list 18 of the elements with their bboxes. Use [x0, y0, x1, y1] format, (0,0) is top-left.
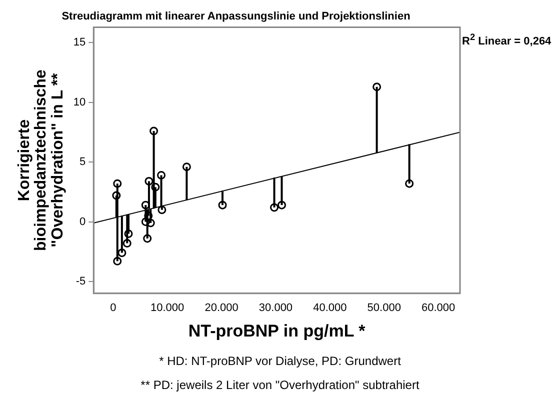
x-tick-label: 30.000 [258, 302, 293, 314]
x-tick-label: 10.000 [150, 302, 184, 314]
text: R$^{2}$ Linear = 0,264 [462, 32, 552, 48]
x-tick-label: 60.000 [421, 302, 456, 314]
x-tick-label: 20.000 [204, 302, 238, 314]
chart-title: Streudiagramm mit linearer Anpassungslinie und Projektionslinien [62, 10, 411, 23]
text: ** PD: jeweils 2 Liter von "Overhydration" subtrahiert [140, 378, 420, 392]
y-axis-title: Korrigierte bioimpedanztechnische "Overhydration" in L ** [16, 70, 66, 251]
x-tick-label: 0 [110, 302, 116, 314]
y-tick-label: 5 [80, 156, 86, 168]
y-tick-label: 15 [73, 36, 86, 49]
x-tick-label: 50.000 [367, 302, 401, 314]
y-tick-label: 0 [80, 216, 86, 228]
x-axis-title: NT-proBNP in pg/mL * [188, 321, 366, 340]
text: * HD: NT-proBNP vor Dialyse, PD: Grundwert [158, 354, 402, 368]
y-tick-label: -5 [76, 275, 86, 288]
y-tick-label: 10 [73, 96, 86, 108]
x-tick-label: 40.000 [313, 302, 347, 314]
